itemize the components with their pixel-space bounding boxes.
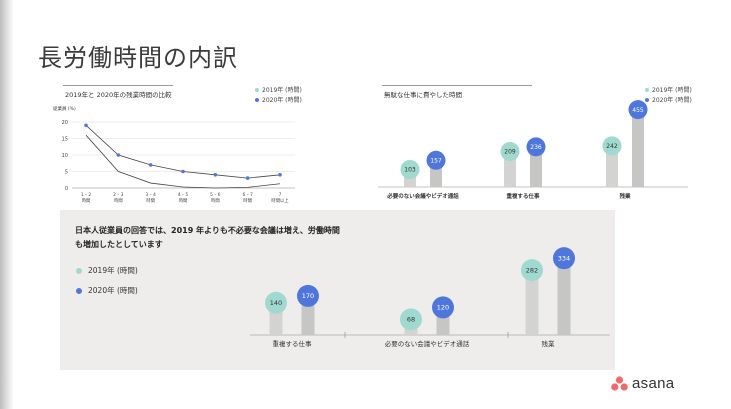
pillar-bar <box>525 270 539 335</box>
pillar-bar <box>632 109 644 187</box>
category-label: 残業 <box>542 339 556 348</box>
data-label: 68 <box>407 316 415 324</box>
data-label: 157 <box>430 157 442 164</box>
legend-2020-label: 2020年 (時間) <box>88 286 138 295</box>
x-tick-label: 時間 <box>82 198 91 204</box>
legend-2019-label: 2019年 (時間) <box>652 87 692 94</box>
value-bubble-2019 <box>400 308 422 331</box>
line-legend-2020: 2020年 (時間) <box>255 95 302 104</box>
japan-panel <box>60 210 615 370</box>
legend-2020-label: 2020年 (時間) <box>262 97 302 104</box>
value-bubble-2020 <box>628 100 648 120</box>
data-point-2020 <box>84 123 88 128</box>
legend-2020-dot <box>255 97 259 102</box>
y-tick-label: 10 <box>62 153 68 159</box>
pillar-bar <box>557 258 571 335</box>
x-tick-label: 時間 <box>114 198 123 204</box>
data-label: 242 <box>606 143 618 150</box>
legend-2019-dot <box>76 267 82 274</box>
legend-2019-dot <box>255 87 259 92</box>
data-label: 140 <box>270 299 282 307</box>
category-label: 重複する仕事 <box>273 339 313 348</box>
data-point-2020 <box>245 176 250 180</box>
x-tick-label: 時間 <box>179 198 188 204</box>
japan-panel-heading: 日本人従業員の回答では、2019 年よりも不必要な会議は増え、労働時間も増加した… <box>75 226 340 249</box>
line-chart-title-rule <box>63 85 173 86</box>
bar-legend-2020: 2020年 (時間) <box>645 95 692 104</box>
x-tick-label: 6 – 7 <box>242 192 253 198</box>
x-tick-label: 5 – 6 <box>210 192 221 198</box>
value-bubble-2019 <box>521 259 543 282</box>
top-bar-chart: 103 157 必要のない会議やビデオ通話 209 236 重複する仕事 242 455 残業 <box>378 100 688 200</box>
y-tick-label: 15 <box>62 136 68 142</box>
x-tick-label: 4 – 5 <box>178 192 189 198</box>
data-label: 236 <box>530 144 542 151</box>
data-label: 120 <box>437 304 449 312</box>
data-label: 282 <box>526 266 538 274</box>
legend-2019-label: 2019年 (時間) <box>88 266 138 275</box>
data-label: 103 <box>404 167 416 174</box>
line-chart-title: 2019年と 2020年の残業時間の比較 <box>65 91 172 99</box>
value-bubble-2019 <box>265 291 287 314</box>
category-label: 重複する仕事 <box>506 192 540 200</box>
series-line-2019 <box>85 134 281 189</box>
japan-bar-chart: 140 170 重複する仕事 68 120 必要のない会議やビデオ通話 282 334 残業 <box>250 247 610 348</box>
data-point-2020 <box>116 153 121 157</box>
legend-2020-dot <box>645 97 649 102</box>
value-bubble-2020 <box>297 284 319 307</box>
value-bubble-2019 <box>400 159 420 179</box>
legend-2020-label: 2020年 (時間) <box>652 97 692 104</box>
page-edge-shadow <box>0 0 14 409</box>
value-bubble-2020 <box>426 150 446 170</box>
data-label: 209 <box>504 149 516 156</box>
x-tick-label: 時間 <box>146 198 155 204</box>
data-label: 455 <box>632 107 644 114</box>
panel-legend-2020: 2020年 (時間) <box>76 285 138 296</box>
value-bubble-2019 <box>602 136 622 156</box>
asana-mark-icon <box>611 376 628 391</box>
data-point-2020 <box>181 169 185 174</box>
page-title: 長労働時間の内訳 <box>38 44 238 72</box>
x-tick-label: 1 – 2 <box>81 192 92 198</box>
legend-2020-dot <box>76 287 82 294</box>
data-label: 170 <box>302 292 314 300</box>
pillar-bar <box>530 146 542 187</box>
legend-2019-label: 2019年 (時間) <box>262 87 302 94</box>
asana-wordmark: asana <box>632 375 675 392</box>
y-tick-label: 20 <box>62 120 68 126</box>
y-tick-label: 5 <box>65 169 68 175</box>
panel-legend-2019: 2019年 (時間) <box>76 265 138 276</box>
data-point-2020 <box>213 173 218 177</box>
data-point-2020 <box>278 173 282 177</box>
value-bubble-2019 <box>500 141 520 161</box>
pillar-bar <box>606 145 618 187</box>
x-tick-label: 時間 <box>211 198 220 204</box>
value-bubble-2020 <box>432 296 454 319</box>
value-bubble-2020 <box>526 137 546 157</box>
top-bar-title-rule <box>382 85 532 86</box>
category-label: 残業 <box>619 192 631 200</box>
y-tick-label: 0 <box>65 186 68 192</box>
x-tick-label: 7 <box>279 192 282 198</box>
asana-logo: asana <box>611 375 674 392</box>
x-tick-label: 時間 <box>243 198 252 204</box>
x-tick-label: 時間以上 <box>271 197 289 204</box>
bar-legend-2019: 2019年 (時間) <box>645 85 692 94</box>
y-axis-label: 従業員 (%) <box>53 105 76 112</box>
category-label: 必要のない会議やビデオ通話 <box>385 339 470 348</box>
legend-2019-dot <box>645 87 649 92</box>
value-bubble-2020 <box>553 247 575 270</box>
x-tick-label: 2 – 3 <box>113 192 124 198</box>
category-label: 必要のない会議やビデオ通話 <box>387 192 459 200</box>
line-legend-2019: 2019年 (時間) <box>255 85 302 94</box>
x-tick-label: 3 – 4 <box>145 192 156 198</box>
data-point-2020 <box>148 163 153 167</box>
top-bar-chart-title: 無駄な仕事に費やした時間 <box>384 91 462 99</box>
data-label: 334 <box>558 254 570 262</box>
